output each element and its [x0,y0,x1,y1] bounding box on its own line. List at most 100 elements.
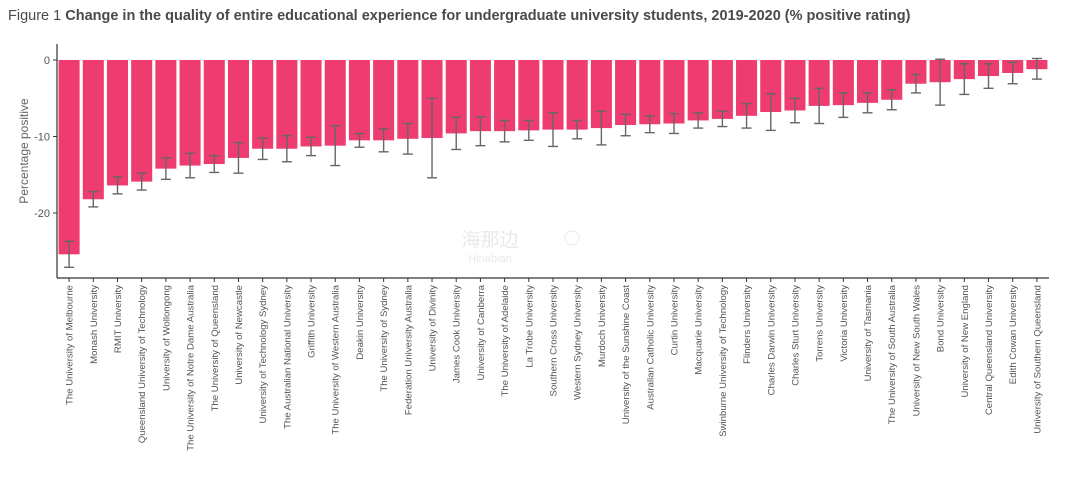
category-label-14: Federation University Australia [403,284,414,415]
error-bar-3 [136,172,147,191]
category-label-1: Monash University [89,285,100,364]
category-label-5: The University of Notre Dame Australia [186,284,197,450]
category-label-8: University of Technology Sydney [258,285,269,424]
bar-14 [397,60,419,139]
bar-34 [881,60,903,100]
error-bar-36 [935,58,946,106]
bar-20 [542,60,564,130]
category-labels-group: The University of Melbourne Monash Univer… [65,284,1044,450]
bar-33 [857,60,879,103]
error-bar-12 [354,132,365,148]
category-label-35: University of New South Wales [911,285,922,417]
error-bar-7 [233,141,244,174]
category-label-31: Torrens University [815,285,826,362]
error-bar-2 [112,176,123,195]
bar-3 [131,60,153,182]
bar-22 [590,60,612,129]
error-bar-1 [88,190,99,208]
category-label-28: Flinders University [742,285,753,364]
figure-title: Figure 1 Change in the quality of entire… [8,8,1072,24]
error-bar-11 [330,125,341,167]
bar-24 [639,60,661,125]
category-label-36: Bond University [936,285,947,352]
error-bar-29 [765,92,776,132]
error-bar-27 [717,110,728,128]
error-bar-38 [983,63,994,90]
error-bar-30 [789,97,800,124]
watermark-en: Hinabian [468,253,511,265]
error-bar-21 [572,119,583,140]
bar-10 [300,60,322,147]
category-label-24: Australian Catholic University [645,285,656,410]
bar-30 [784,60,806,111]
error-bars-group [64,57,1042,269]
error-bar-9 [281,135,292,163]
bar-1 [82,60,104,200]
bar-27 [711,60,733,119]
category-label-26: Macquarie University [694,285,705,375]
error-bar-19 [523,119,534,142]
error-bar-35 [910,73,921,94]
error-bar-17 [475,115,486,147]
error-bar-40 [1031,57,1042,80]
bar-9 [276,60,298,149]
error-bar-0 [64,240,75,269]
category-label-4: University of Wollongong [161,285,172,391]
category-label-6: The University of Queensland [210,285,221,411]
bar-26 [687,60,709,121]
watermark-cn: 海那边 [461,229,518,251]
category-label-16: James Cook University [452,285,463,383]
category-label-18: The University of Adelaide [500,285,511,396]
category-label-37: University of New England [960,285,971,398]
bar-23 [615,60,637,126]
error-bar-31 [814,87,825,125]
bar-13 [373,60,395,141]
y-tick-label-0: 0 [44,55,50,67]
category-label-3: Queensland University of Technology [137,285,148,443]
category-label-21: Western Sydney University [573,285,584,400]
bar-6 [203,60,225,165]
category-label-34: The University of South Australia [887,284,898,424]
category-label-0: The University of Melbourne [65,285,76,405]
bar-16 [445,60,467,134]
bar-21 [566,60,588,130]
error-bar-14 [402,122,413,155]
category-label-10: Griffith University [307,285,318,358]
watermark-logo-icon [564,230,580,246]
category-label-33: University of Tasmania [863,284,874,381]
bar-32 [832,60,854,106]
bar-7 [227,60,249,158]
bar-29 [760,60,782,113]
bar-11 [324,60,346,146]
category-label-29: Charles Darwin University [766,285,777,396]
bar-31 [808,60,830,106]
error-bar-25 [668,112,679,135]
y-axis-label: Percentage positive [17,98,31,204]
figure-label: Figure 1 [8,8,62,24]
axes-group: 0 -10 -20 [34,44,1049,282]
category-label-25: Curtin University [669,285,680,356]
error-bar-13 [378,128,389,153]
category-label-32: Victoria University [839,285,850,362]
category-label-17: University of Canberra [476,284,487,380]
category-label-11: The University of Western Australia [331,284,342,434]
bar-0 [58,60,80,255]
error-bar-16 [451,116,462,151]
bars-group [58,60,1048,255]
category-label-22: Murdoch University [597,285,608,367]
bar-8 [252,60,274,149]
bar-35 [905,60,927,84]
bar-25 [663,60,685,124]
category-label-30: Charles Sturt University [790,285,801,386]
bar-5 [179,60,201,166]
error-bar-28 [741,102,752,129]
error-bar-32 [838,92,849,119]
error-bar-22 [596,110,607,146]
category-label-2: RMIT University [113,285,124,353]
category-label-40: University of Southern Queensland [1032,285,1043,434]
category-label-39: Edith Cowan University [1008,285,1019,384]
error-bar-39 [1007,61,1018,85]
y-tick-label-2: -20 [34,208,50,220]
error-bar-5 [185,152,196,179]
